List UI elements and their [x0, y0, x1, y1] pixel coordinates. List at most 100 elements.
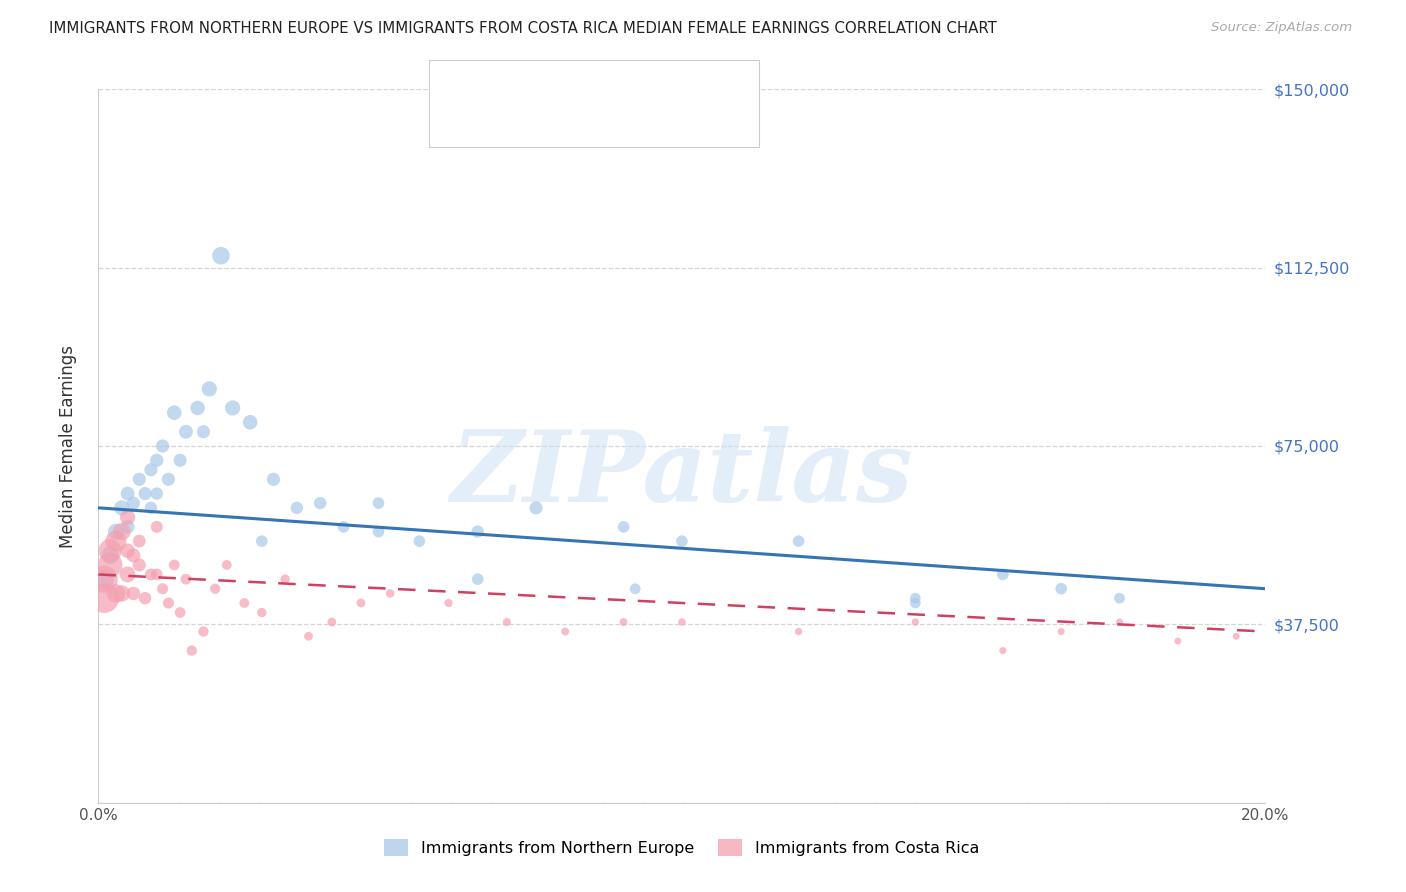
Point: [174, 425, 197, 439]
Point: [122, 549, 145, 563]
Text: -0.192: -0.192: [531, 114, 588, 129]
Point: [93, 591, 115, 606]
Point: [193, 624, 215, 639]
Y-axis label: Median Female Earnings: Median Female Earnings: [59, 344, 77, 548]
Point: [612, 520, 634, 534]
Point: [163, 558, 186, 572]
Point: [209, 249, 232, 263]
Text: ZIPatlas: ZIPatlas: [451, 426, 912, 523]
Point: [991, 567, 1014, 582]
Point: [180, 643, 202, 657]
Point: [904, 596, 927, 610]
Point: [104, 586, 127, 600]
Point: [157, 472, 180, 486]
Point: [174, 572, 197, 586]
Point: [332, 520, 354, 534]
Point: [198, 382, 221, 396]
Text: Source: ZipAtlas.com: Source: ZipAtlas.com: [1212, 21, 1353, 34]
Point: [233, 596, 256, 610]
Point: [117, 543, 139, 558]
Point: [134, 486, 156, 500]
Point: [787, 534, 810, 549]
Point: [904, 591, 927, 606]
Text: -0.236: -0.236: [531, 81, 588, 96]
Text: R =: R =: [485, 81, 520, 96]
Point: [250, 534, 273, 549]
Text: R =: R =: [485, 114, 520, 129]
Point: [408, 534, 430, 549]
Point: [1167, 634, 1189, 648]
Point: [297, 629, 319, 643]
Point: [204, 582, 226, 596]
Point: [104, 534, 127, 549]
Point: [104, 524, 127, 539]
Point: [321, 615, 343, 629]
Point: [117, 567, 139, 582]
Point: [134, 591, 156, 606]
Point: [98, 543, 121, 558]
Point: [187, 401, 209, 415]
Point: [146, 453, 169, 467]
Text: N = 44: N = 44: [617, 81, 673, 96]
Point: [111, 524, 134, 539]
Point: [262, 472, 284, 486]
Point: [163, 406, 186, 420]
Point: [467, 572, 489, 586]
Point: [139, 500, 162, 515]
Point: [111, 586, 134, 600]
Point: [671, 534, 693, 549]
Text: IMMIGRANTS FROM NORTHERN EUROPE VS IMMIGRANTS FROM COSTA RICA MEDIAN FEMALE EARN: IMMIGRANTS FROM NORTHERN EUROPE VS IMMIG…: [49, 21, 997, 36]
Point: [904, 615, 927, 629]
Point: [250, 606, 273, 620]
Point: [524, 500, 547, 515]
Point: [991, 643, 1014, 657]
Point: [367, 496, 389, 510]
Point: [169, 453, 191, 467]
Point: [215, 558, 238, 572]
Point: [146, 567, 169, 582]
Point: [350, 596, 373, 610]
Point: [367, 524, 389, 539]
Point: [152, 439, 174, 453]
Point: [117, 486, 139, 500]
Point: [285, 500, 308, 515]
Point: [1108, 591, 1130, 606]
Point: [671, 615, 693, 629]
Text: N = 47: N = 47: [617, 114, 673, 129]
Legend: Immigrants from Northern Europe, Immigrants from Costa Rica: Immigrants from Northern Europe, Immigra…: [378, 832, 986, 863]
Point: [274, 572, 297, 586]
Point: [624, 582, 647, 596]
Point: [146, 486, 169, 500]
Point: [221, 401, 243, 415]
Point: [146, 520, 169, 534]
Point: [1108, 615, 1130, 629]
Point: [193, 425, 215, 439]
Point: [122, 586, 145, 600]
Point: [309, 496, 332, 510]
Point: [1050, 624, 1073, 639]
Point: [787, 624, 810, 639]
Circle shape: [430, 81, 484, 94]
Point: [1050, 582, 1073, 596]
Point: [93, 572, 115, 586]
Point: [612, 615, 634, 629]
Point: [554, 624, 576, 639]
Point: [117, 520, 139, 534]
Point: [128, 472, 150, 486]
Point: [157, 596, 180, 610]
Point: [128, 558, 150, 572]
Point: [1225, 629, 1247, 643]
Point: [467, 524, 489, 539]
Point: [128, 534, 150, 549]
Point: [152, 582, 174, 596]
Point: [122, 496, 145, 510]
Point: [139, 567, 162, 582]
Point: [98, 558, 121, 572]
Circle shape: [430, 114, 484, 127]
Point: [139, 463, 162, 477]
Point: [239, 415, 262, 429]
Point: [98, 549, 121, 563]
Point: [111, 500, 134, 515]
Point: [437, 596, 460, 610]
Point: [380, 586, 402, 600]
